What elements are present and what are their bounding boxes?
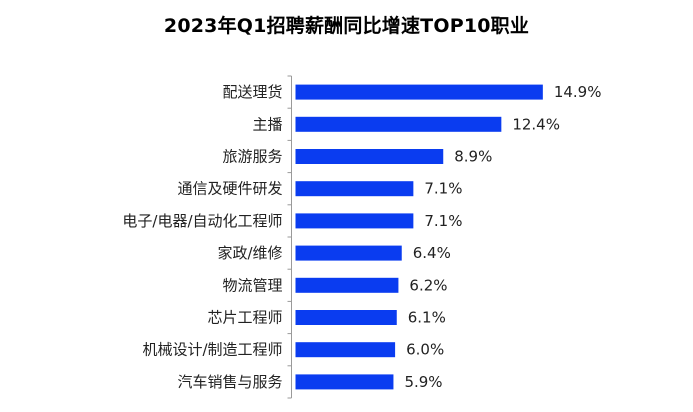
value-label: 6.2% xyxy=(409,276,447,294)
category-label: 通信及硬件研发 xyxy=(177,180,282,198)
bar xyxy=(295,245,402,261)
bar xyxy=(295,277,399,293)
category-label: 旅游服务 xyxy=(222,148,282,166)
category-label: 机械设计/制造工程师 xyxy=(142,341,282,359)
bar xyxy=(295,374,394,390)
value-label: 5.9% xyxy=(404,373,442,391)
category-label: 配送理货 xyxy=(222,83,282,101)
value-label: 14.9% xyxy=(554,83,602,101)
bar xyxy=(295,342,396,358)
category-label: 电子/电器/自动化工程师 xyxy=(122,212,282,230)
value-label: 6.0% xyxy=(406,341,444,359)
bar xyxy=(295,310,397,325)
value-label: 12.4% xyxy=(512,115,560,133)
value-label: 8.9% xyxy=(454,148,492,166)
category-label: 汽车销售与服务 xyxy=(177,373,282,391)
category-label: 芯片工程师 xyxy=(207,309,282,327)
value-label: 7.1% xyxy=(424,180,462,198)
category-label: 主播 xyxy=(252,115,282,133)
bar xyxy=(295,213,414,229)
bar xyxy=(295,181,414,197)
bar xyxy=(295,116,502,132)
category-label: 物流管理 xyxy=(222,276,282,294)
value-label: 6.1% xyxy=(408,309,446,327)
bar xyxy=(295,149,444,164)
bar xyxy=(295,84,543,100)
value-label: 6.4% xyxy=(413,244,451,262)
value-label: 7.1% xyxy=(424,212,462,230)
chart-title: 2023年Q1招聘薪酬同比增速TOP10职业 xyxy=(163,15,530,37)
category-label: 家政/维修 xyxy=(217,244,282,262)
